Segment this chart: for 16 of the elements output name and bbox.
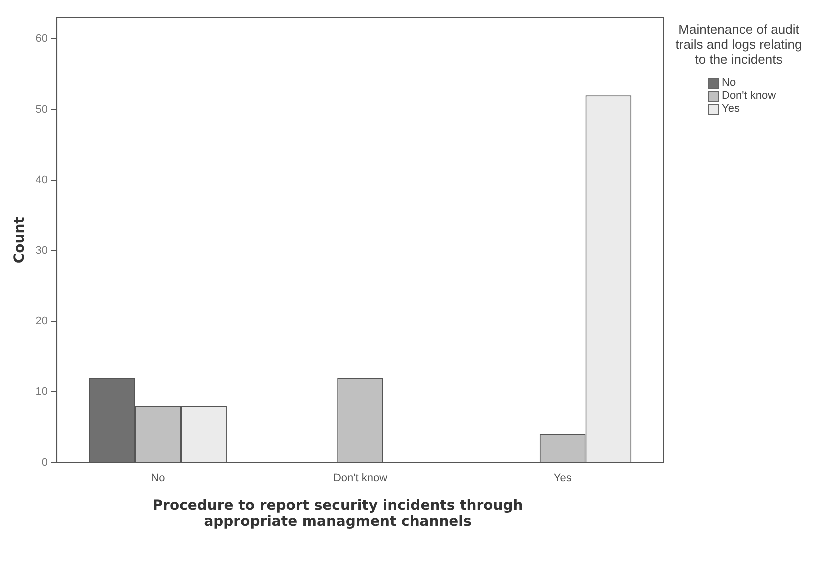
y-tick-label: 10 (36, 386, 48, 398)
y-axis-title: Count (12, 216, 28, 264)
y-tick-label: 0 (42, 456, 48, 469)
legend-label: Yes (722, 103, 740, 115)
legend-title: Maintenance of audit trails and logs relating to the incidents (674, 22, 804, 67)
legend-label: Don't know (722, 90, 776, 102)
x-tick-label: No (151, 472, 166, 484)
y-tick-label: 40 (36, 174, 48, 186)
y-tick-label: 30 (36, 245, 48, 258)
y-tick-label: 60 (36, 33, 48, 46)
legend-label: No (722, 77, 736, 89)
x-tick-label: Don't know (333, 472, 388, 484)
y-tick-label: 50 (36, 104, 48, 116)
x-axis-title: Procedure to report security incidents through appropriate managment channels (152, 498, 524, 530)
y-tick-label: 20 (36, 316, 48, 328)
x-tick-label: Yes (554, 472, 572, 484)
